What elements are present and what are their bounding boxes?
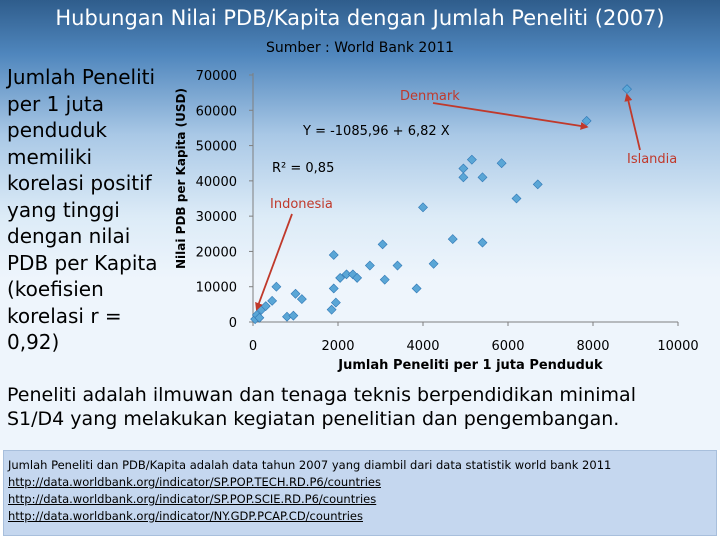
body-line: yang tinggi: [7, 197, 120, 222]
y-tick-label: 10000: [196, 281, 237, 296]
data-point: [428, 258, 439, 269]
x-axis-title: Jumlah Peneliti per 1 juta Penduduk: [337, 358, 603, 373]
x-tick-label: 10000: [657, 339, 698, 354]
body-line: korelasi positif: [7, 171, 152, 195]
trendline-equation: Y = -1085,96 + 6,82 X: [302, 124, 450, 139]
data-point: [254, 312, 265, 323]
x-tick-label: 2000: [321, 339, 354, 354]
data-point: [377, 239, 388, 250]
note-text: Jumlah Peneliti dan PDB/Kapita adalah da…: [8, 458, 612, 472]
source-link[interactable]: http://data.worldbank.org/indicator/NY.G…: [8, 509, 363, 523]
data-point: [260, 301, 271, 312]
body-line: Jumlah Peneliti: [7, 65, 156, 89]
data-point: [466, 154, 477, 165]
data-point: [392, 260, 403, 271]
data-point: [335, 272, 346, 283]
y-tick-label: 0: [229, 316, 237, 331]
data-point: [271, 281, 282, 292]
indonesia-label: Indonesia: [270, 197, 333, 212]
source-link[interactable]: http://data.worldbank.org/indicator/SP.P…: [8, 492, 377, 506]
data-point: [411, 283, 422, 294]
data-point: [458, 172, 469, 183]
definition-paragraph: Peneliti adalah ilmuwan dan tenaga tekni…: [7, 383, 717, 431]
y-tick-label: 70000: [196, 69, 237, 84]
y-tick-label: 50000: [196, 140, 237, 155]
data-point: [511, 193, 522, 204]
source-link[interactable]: http://data.worldbank.org/indicator/SP.P…: [8, 475, 382, 489]
definition-line: Peneliti adalah ilmuwan dan tenaga tekni…: [7, 384, 636, 406]
data-point: [364, 260, 375, 271]
y-tick-label: 30000: [196, 210, 237, 225]
data-point: [581, 115, 592, 126]
data-point: [330, 297, 341, 308]
y-axis-title: Nilai PDB per Kapita (USD): [174, 88, 188, 269]
islandia-label: Islandia: [627, 152, 677, 167]
data-source-note: Jumlah Peneliti dan PDB/Kapita adalah da…: [3, 450, 717, 536]
x-tick-label: 4000: [406, 339, 439, 354]
data-point: [477, 237, 488, 248]
y-tick-label: 20000: [196, 245, 237, 260]
data-point: [296, 294, 307, 304]
body-line: PDB per Kapita: [7, 250, 158, 275]
x-tick-label: 8000: [576, 339, 609, 354]
y-tick-label: 60000: [196, 104, 237, 119]
body-text-left: Jumlah Peneliti per 1 juta penduduk memi…: [7, 64, 167, 356]
x-tick-label: 6000: [491, 339, 524, 354]
data-point: [352, 272, 363, 283]
y-tick-label: 40000: [196, 175, 237, 190]
data-point: [288, 310, 299, 321]
x-tick-label: 0: [249, 339, 257, 354]
body-line: dengan nilai: [7, 224, 131, 248]
body-line: 0,92): [7, 330, 60, 354]
denmark-label: Denmark: [400, 89, 460, 104]
definition-line: S1/D4 yang melakukan kegiatan penelitian…: [7, 408, 620, 430]
data-point: [418, 202, 428, 213]
data-point: [290, 288, 301, 299]
data-point: [622, 84, 632, 95]
scatter-chart: 0 10000 20000 30000 40000 50000 60000 70000 0 200…: [174, 69, 699, 373]
slide-title: Hubungan Nilai PDB/Kapita dengan Jumlah …: [55, 6, 665, 30]
data-point: [477, 172, 488, 183]
data-point: [532, 179, 543, 190]
r-squared-label: R² = 0,85: [272, 161, 334, 176]
source-subtitle: Sumber : World Bank 2011: [265, 40, 455, 56]
body-line: penduduk: [7, 118, 107, 142]
body-line: (koefisien: [7, 277, 104, 301]
data-point: [379, 274, 390, 285]
data-point: [458, 163, 469, 174]
callout-arrow: [255, 213, 293, 311]
data-point: [496, 158, 507, 169]
callout-arrow: [432, 102, 589, 130]
data-point: [447, 234, 458, 245]
data-point: [328, 283, 339, 294]
body-line: memiliki: [7, 144, 93, 169]
slide-background: [0, 0, 720, 450]
body-line: per 1 juta: [7, 91, 104, 116]
data-point: [267, 295, 278, 306]
callout-arrow: [624, 93, 641, 151]
data-point: [328, 250, 339, 260]
body-line: korelasi r =: [7, 303, 122, 328]
data-point: [326, 304, 337, 315]
